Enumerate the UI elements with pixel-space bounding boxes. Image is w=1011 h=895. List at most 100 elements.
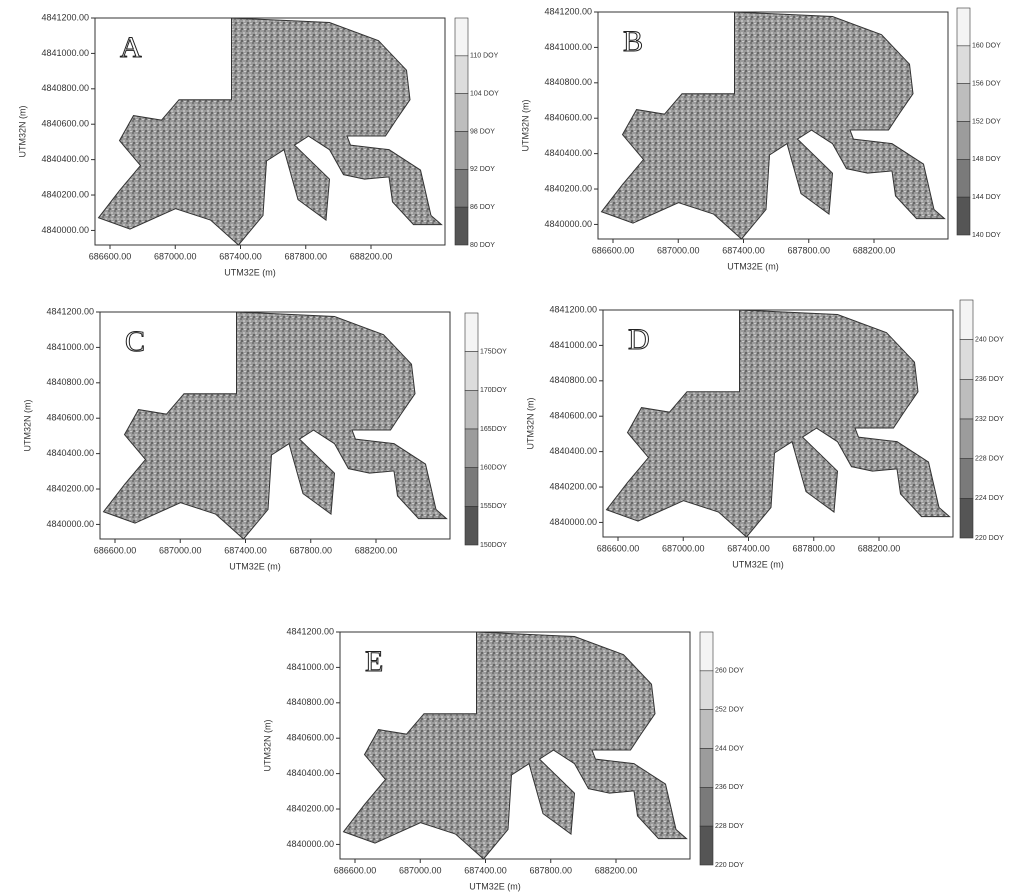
colorbar-label: 98 DOY (470, 128, 495, 135)
panel-letter: A (120, 31, 142, 64)
x-tick-label: 686600.00 (94, 545, 137, 555)
y-tick-label: 4840600.00 (41, 119, 89, 129)
colorbar-segment (455, 169, 468, 207)
x-tick-label: 688200.00 (595, 865, 638, 875)
colorbar-segment (700, 826, 713, 865)
y-tick-label: 4840600.00 (286, 733, 334, 743)
x-tick-label: 686600.00 (597, 543, 640, 553)
y-tick-label: 4840000.00 (286, 839, 334, 849)
colorbar-segment (700, 787, 713, 826)
figure: A 686600.00 687000.00 687400.00 687800.00 688… (0, 0, 1011, 895)
y-tick-label: 4840600.00 (46, 413, 94, 423)
colorbar-segment (960, 300, 973, 340)
y-axis-label: UTM32N (m) (17, 106, 27, 158)
colorbar-segment (957, 159, 970, 197)
colorbar-segment (957, 197, 970, 235)
y-tick-label: 4840000.00 (549, 517, 597, 527)
y-tick-label: 4841000.00 (286, 662, 334, 672)
x-axis-label: UTM32E (m) (732, 559, 784, 569)
colorbar-label: 228 DOY (975, 456, 1004, 463)
colorbar-label: 260 DOY (715, 668, 744, 675)
y-tick-label: 4840000.00 (46, 519, 94, 529)
x-tick-label: 687000.00 (399, 865, 442, 875)
colorbar-label: 144 DOY (972, 194, 1001, 201)
y-axis-label: UTM32N (m) (262, 720, 272, 772)
colorbar-label: 220 DOY (975, 535, 1004, 542)
x-tick-label: 687800.00 (529, 865, 572, 875)
x-axis-label: UTM32E (m) (224, 267, 276, 277)
x-tick-label: 686600.00 (334, 865, 377, 875)
colorbar-segment (957, 84, 970, 122)
colorbar-segment (957, 46, 970, 84)
y-tick-label: 4841000.00 (544, 42, 592, 52)
y-tick-label: 4840200.00 (46, 483, 94, 493)
colorbar-segment (465, 313, 478, 352)
colorbar-segment (465, 468, 478, 507)
colorbar-label: 80 DOY (470, 242, 495, 249)
panel-letter: B (623, 25, 643, 58)
colorbar-label: 104 DOY (470, 91, 499, 98)
colorbar-segment (957, 122, 970, 160)
map-panel: E 686600.00 687000.00 687400.00 687800.00 688… (262, 626, 744, 891)
colorbar-label: 152 DOY (972, 118, 1001, 125)
y-tick-label: 4841200.00 (46, 306, 94, 316)
colorbar-label: 220 DOY (715, 862, 744, 869)
colorbar-segment (960, 419, 973, 459)
colorbar-segment (465, 506, 478, 545)
y-tick-label: 4840400.00 (286, 768, 334, 778)
colorbar-label: 155DOY (480, 503, 507, 510)
x-axis-label: UTM32E (m) (469, 881, 521, 891)
y-tick-label: 4840200.00 (544, 183, 592, 193)
x-tick-label: 687800.00 (792, 543, 835, 553)
x-tick-label: 687000.00 (159, 545, 202, 555)
colorbar-label: 240 DOY (975, 337, 1004, 344)
y-tick-label: 4840000.00 (544, 219, 592, 229)
x-tick-label: 687000.00 (657, 245, 700, 255)
colorbar-label: 224 DOY (975, 495, 1004, 502)
colorbar-label: 160 DOY (972, 43, 1001, 50)
colorbar-segment (465, 429, 478, 468)
colorbar-label: 150DOY (480, 542, 507, 549)
colorbar-segment (465, 352, 478, 391)
colorbar-label: 170DOY (480, 387, 507, 394)
colorbar-label: 148 DOY (972, 156, 1001, 163)
colorbar-segment (960, 498, 973, 538)
colorbar-segment (455, 132, 468, 170)
colorbar-label: 228 DOY (715, 823, 744, 830)
colorbar-segment (960, 379, 973, 419)
colorbar-segment (960, 459, 973, 499)
colorbar-label: 244 DOY (715, 745, 744, 752)
y-axis-label: UTM32N (m) (520, 100, 530, 152)
y-tick-label: 4841000.00 (549, 340, 597, 350)
y-tick-label: 4841000.00 (46, 342, 94, 352)
x-tick-label: 687800.00 (289, 545, 332, 555)
colorbar-segment (465, 390, 478, 429)
y-tick-label: 4841200.00 (544, 6, 592, 16)
panel-letter: E (365, 645, 383, 678)
y-tick-label: 4841000.00 (41, 48, 89, 58)
x-tick-label: 687000.00 (154, 251, 197, 261)
y-tick-label: 4840800.00 (286, 697, 334, 707)
colorbar-label: 175DOY (480, 349, 507, 356)
colorbar-label: 156 DOY (972, 81, 1001, 88)
x-axis-label: UTM32E (m) (229, 561, 281, 571)
colorbar-label: 252 DOY (715, 707, 744, 714)
x-tick-label: 687000.00 (662, 543, 705, 553)
x-tick-label: 687400.00 (727, 543, 770, 553)
x-tick-label: 687800.00 (787, 245, 830, 255)
y-tick-label: 4840800.00 (549, 375, 597, 385)
y-tick-label: 4840600.00 (544, 113, 592, 123)
y-tick-label: 4840800.00 (46, 377, 94, 387)
colorbar-segment (700, 632, 713, 671)
y-tick-label: 4840200.00 (41, 189, 89, 199)
colorbar-segment (700, 749, 713, 788)
y-tick-label: 4841200.00 (286, 626, 334, 636)
colorbar-segment (455, 18, 468, 56)
x-tick-label: 687400.00 (219, 251, 262, 261)
x-tick-label: 687800.00 (284, 251, 327, 261)
colorbar-label: 140 DOY (972, 232, 1001, 239)
x-tick-label: 687400.00 (464, 865, 507, 875)
y-tick-label: 4840400.00 (46, 448, 94, 458)
